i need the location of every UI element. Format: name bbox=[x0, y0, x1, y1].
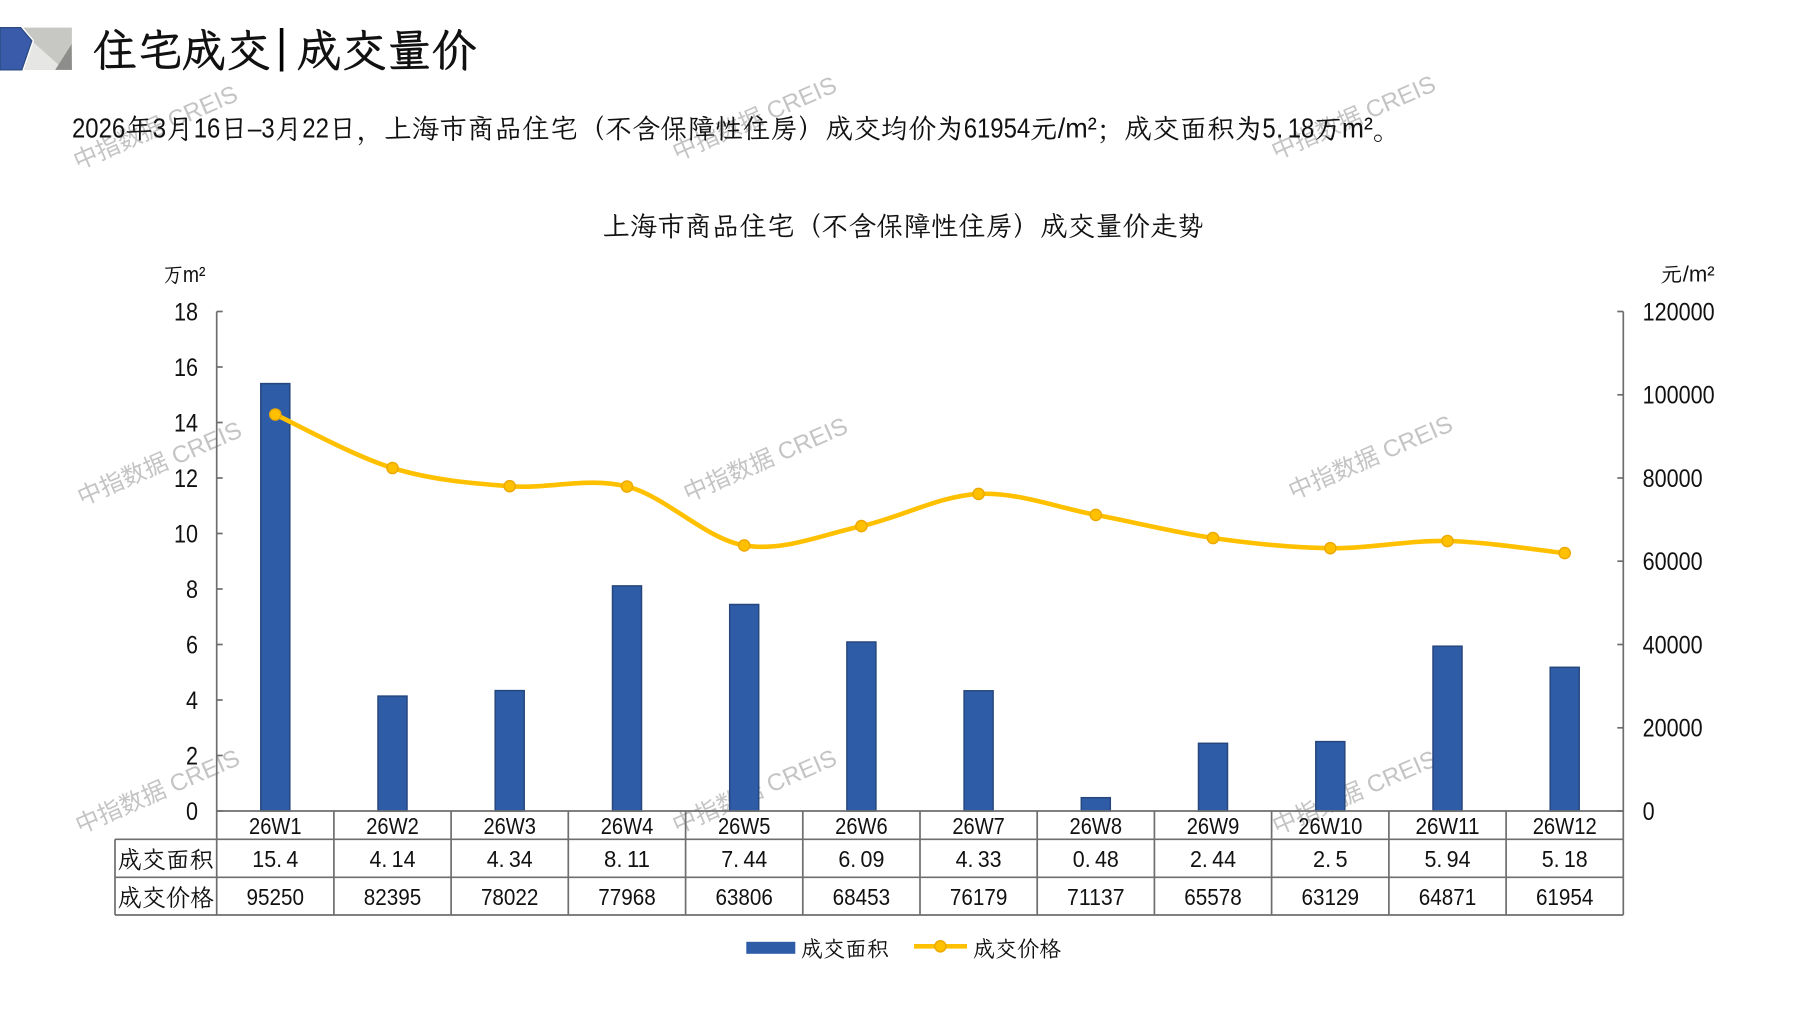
svg-text:8. 11: 8. 11 bbox=[604, 846, 650, 872]
svg-text:82395: 82395 bbox=[364, 884, 422, 910]
svg-text:2: 2 bbox=[186, 742, 198, 770]
svg-text:26W7: 26W7 bbox=[952, 813, 1005, 839]
svg-text:0: 0 bbox=[1643, 798, 1655, 826]
svg-text:；: ； bbox=[1097, 108, 1125, 148]
svg-text:2. 5: 2. 5 bbox=[1313, 846, 1348, 872]
svg-text:0: 0 bbox=[186, 798, 198, 826]
svg-text:61954: 61954 bbox=[1536, 884, 1594, 910]
svg-text:80000: 80000 bbox=[1643, 465, 1703, 493]
svg-text:71137: 71137 bbox=[1067, 884, 1125, 910]
svg-text:5. 18: 5. 18 bbox=[1542, 846, 1588, 872]
svg-text:中指数据 CREIS: 中指数据 CREIS bbox=[74, 417, 246, 512]
svg-text:18: 18 bbox=[174, 298, 198, 326]
svg-text:68453: 68453 bbox=[833, 884, 891, 910]
svg-text:26W3: 26W3 bbox=[483, 813, 536, 839]
svg-text:中指数据 CREIS: 中指数据 CREIS bbox=[72, 745, 244, 840]
svg-text:–: – bbox=[248, 113, 262, 144]
svg-text:40000: 40000 bbox=[1643, 631, 1703, 659]
svg-text:61954: 61954 bbox=[964, 113, 1030, 144]
svg-text:64871: 64871 bbox=[1419, 884, 1477, 910]
svg-text:4. 33: 4. 33 bbox=[956, 846, 1002, 872]
svg-text:4. 14: 4. 14 bbox=[370, 846, 416, 872]
svg-text:16: 16 bbox=[174, 354, 198, 382]
svg-text:20000: 20000 bbox=[1643, 715, 1703, 743]
svg-text:100000: 100000 bbox=[1643, 382, 1715, 410]
svg-text:26W5: 26W5 bbox=[718, 813, 771, 839]
svg-text:日: 日 bbox=[329, 110, 357, 146]
svg-text:4. 34: 4. 34 bbox=[487, 846, 533, 872]
svg-text:63806: 63806 bbox=[715, 884, 773, 910]
svg-text:26W2: 26W2 bbox=[366, 813, 419, 839]
svg-text:，: ， bbox=[357, 108, 385, 148]
svg-text:成交价格: 成交价格 bbox=[118, 881, 214, 913]
svg-text:成交面积为: 成交面积为 bbox=[1124, 110, 1262, 146]
svg-text:14: 14 bbox=[174, 409, 198, 437]
svg-text:。: 。 bbox=[1373, 108, 1401, 148]
svg-text:65578: 65578 bbox=[1184, 884, 1242, 910]
svg-text:成交面积: 成交面积 bbox=[118, 843, 214, 875]
svg-text:上海市商品住宅（不含保障性住房）成交均价为: 上海市商品住宅（不含保障性住房）成交均价为 bbox=[384, 110, 963, 146]
svg-text:22: 22 bbox=[302, 113, 329, 144]
svg-text:m²: m² bbox=[1342, 113, 1373, 144]
svg-text:万m²: 万m² bbox=[164, 262, 206, 287]
svg-text:.: . bbox=[1276, 113, 1284, 144]
svg-text:/m²: /m² bbox=[1058, 113, 1097, 144]
svg-text:成交价格: 成交价格 bbox=[973, 934, 1061, 963]
svg-text:5. 94: 5. 94 bbox=[1425, 846, 1471, 872]
svg-text:77968: 77968 bbox=[598, 884, 656, 910]
svg-text:6: 6 bbox=[186, 631, 198, 659]
svg-text:元: 元 bbox=[1030, 110, 1058, 146]
svg-text:6. 09: 6. 09 bbox=[838, 846, 884, 872]
svg-text:成交面积: 成交面积 bbox=[801, 934, 889, 963]
svg-text:18: 18 bbox=[1288, 113, 1315, 144]
svg-text:26W1: 26W1 bbox=[249, 813, 302, 839]
svg-text:16: 16 bbox=[194, 113, 221, 144]
svg-text:15. 4: 15. 4 bbox=[252, 846, 298, 872]
svg-text:95250: 95250 bbox=[247, 884, 305, 910]
svg-text:中指数据 CREIS: 中指数据 CREIS bbox=[680, 413, 852, 508]
svg-text:2026: 2026 bbox=[72, 113, 125, 144]
svg-text:住宅成交: 住宅成交 bbox=[93, 20, 271, 79]
svg-text:63129: 63129 bbox=[1302, 884, 1360, 910]
svg-text:3: 3 bbox=[261, 113, 274, 144]
svg-text:12: 12 bbox=[174, 465, 198, 493]
svg-text:78022: 78022 bbox=[481, 884, 539, 910]
svg-text:8: 8 bbox=[186, 576, 198, 604]
svg-text:2. 44: 2. 44 bbox=[1190, 846, 1236, 872]
svg-text:日: 日 bbox=[220, 110, 248, 146]
svg-text:成交量价: 成交量价 bbox=[297, 20, 477, 79]
svg-text:元/m²: 元/m² bbox=[1661, 262, 1715, 287]
svg-text:3: 3 bbox=[153, 113, 166, 144]
svg-text:26W8: 26W8 bbox=[1070, 813, 1123, 839]
svg-text:7. 44: 7. 44 bbox=[721, 846, 767, 872]
svg-text:年: 年 bbox=[125, 110, 153, 146]
svg-text:万: 万 bbox=[1314, 110, 1342, 146]
svg-text:26W11: 26W11 bbox=[1416, 813, 1480, 839]
svg-text:26W12: 26W12 bbox=[1533, 813, 1597, 839]
svg-text:4: 4 bbox=[186, 687, 198, 715]
svg-text:26W4: 26W4 bbox=[601, 813, 654, 839]
svg-text:月: 月 bbox=[166, 110, 194, 146]
svg-text:76179: 76179 bbox=[950, 884, 1008, 910]
svg-text:5: 5 bbox=[1262, 113, 1275, 144]
svg-text:26W10: 26W10 bbox=[1298, 813, 1362, 839]
svg-text:0. 48: 0. 48 bbox=[1073, 846, 1119, 872]
svg-text:上海市商品住宅（不含保障性住房）成交量价走势: 上海市商品住宅（不含保障性住房）成交量价走势 bbox=[603, 211, 1205, 242]
svg-text:中指数据 CREIS: 中指数据 CREIS bbox=[1285, 411, 1457, 506]
svg-text:10: 10 bbox=[174, 520, 198, 548]
svg-text:26W6: 26W6 bbox=[835, 813, 888, 839]
svg-text:26W9: 26W9 bbox=[1187, 813, 1240, 839]
svg-text:120000: 120000 bbox=[1643, 298, 1715, 326]
svg-text:60000: 60000 bbox=[1643, 548, 1703, 576]
svg-text:月: 月 bbox=[275, 110, 303, 146]
